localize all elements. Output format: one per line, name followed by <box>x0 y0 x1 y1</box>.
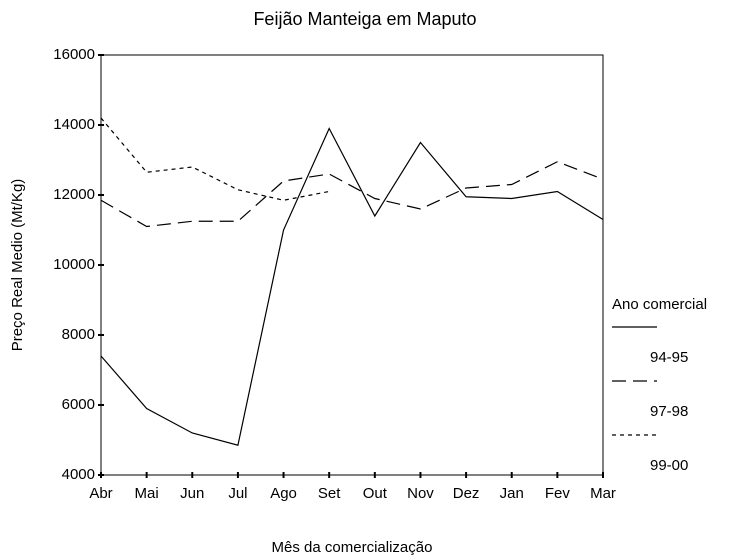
legend-title: Ano comercial <box>612 296 707 313</box>
x-tick-label: Mar <box>590 485 616 502</box>
x-tick-label: Fev <box>545 485 571 502</box>
x-tick-label: Jan <box>500 485 524 502</box>
y-tick-label: 4000 <box>62 466 95 483</box>
y-tick-label: 12000 <box>53 186 95 203</box>
line-series <box>100 117 330 201</box>
x-tick-label: Jul <box>228 485 247 502</box>
x-tick-label: Abr <box>89 485 112 502</box>
legend-label: 97-98 <box>650 403 688 420</box>
x-tick-label: Nov <box>407 485 434 502</box>
x-tick-label: Mai <box>135 485 159 502</box>
y-tick-label: 16000 <box>53 46 95 63</box>
x-tick-label: Ago <box>270 485 297 502</box>
x-tick-label: Jun <box>180 485 204 502</box>
y-tick-label: 10000 <box>53 256 95 273</box>
x-tick-label: Dez <box>453 485 480 502</box>
plot-frame <box>100 54 604 476</box>
x-tick-label: Set <box>318 485 341 502</box>
line-series <box>100 127 604 446</box>
y-tick-label: 14000 <box>53 116 95 133</box>
legend-label: 94-95 <box>650 349 688 366</box>
line-series <box>100 161 604 228</box>
x-tick-label: Out <box>363 485 388 502</box>
x-axis-label: Mês da comercialização <box>272 539 433 556</box>
legend-label: 99-00 <box>650 457 688 474</box>
y-axis-label: Preço Real Medio (Mt/Kg) <box>9 179 26 352</box>
y-tick-label: 8000 <box>62 326 95 343</box>
chart-title: Feijão Manteiga em Maputo <box>253 9 476 29</box>
y-tick-label: 6000 <box>62 396 95 413</box>
